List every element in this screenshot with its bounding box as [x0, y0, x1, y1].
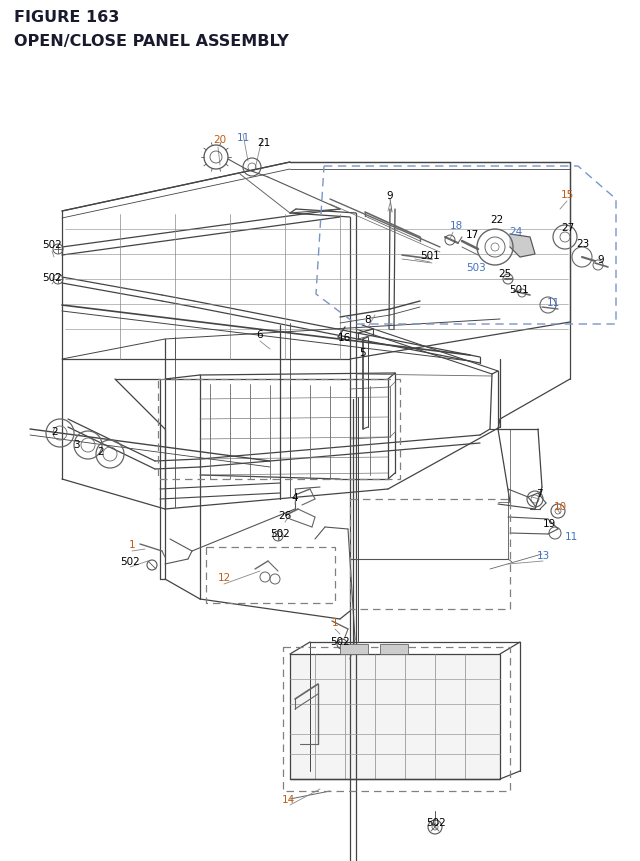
Text: 24: 24 [509, 226, 523, 237]
Bar [283, 647, 510, 791]
Text: 20: 20 [213, 135, 227, 145]
Text: 11: 11 [547, 298, 559, 307]
Text: 2: 2 [98, 447, 104, 456]
Text: 3: 3 [73, 439, 79, 449]
Text: 4: 4 [292, 492, 298, 503]
Text: 501: 501 [420, 251, 440, 261]
Text: OPEN/CLOSE PANEL ASSEMBLY: OPEN/CLOSE PANEL ASSEMBLY [14, 34, 289, 49]
Text: 503: 503 [466, 263, 486, 273]
Text: 502: 502 [120, 556, 140, 567]
Text: 19: 19 [542, 518, 556, 529]
Text: FIGURE 163: FIGURE 163 [14, 10, 120, 25]
Polygon shape [510, 235, 535, 257]
Bar [350, 499, 510, 610]
Text: 501: 501 [509, 285, 529, 294]
Text: 21: 21 [257, 138, 271, 148]
Text: 9: 9 [387, 191, 394, 201]
Text: 25: 25 [499, 269, 511, 279]
Text: 502: 502 [42, 273, 62, 282]
Text: 16: 16 [337, 332, 351, 343]
Bar [158, 380, 400, 480]
Bar [290, 654, 500, 779]
Text: 502: 502 [426, 817, 446, 827]
Text: 23: 23 [577, 238, 589, 249]
Text: 2: 2 [52, 426, 58, 437]
Text: 22: 22 [490, 214, 504, 225]
Text: 9: 9 [598, 255, 604, 264]
Text: 15: 15 [561, 189, 573, 200]
Text: 13: 13 [536, 550, 550, 561]
Text: 11: 11 [236, 133, 250, 143]
Text: 14: 14 [282, 794, 294, 804]
Text: 18: 18 [449, 220, 463, 231]
Text: 502: 502 [330, 636, 350, 647]
Text: 1: 1 [129, 539, 135, 549]
Text: 1: 1 [332, 617, 339, 628]
Text: 17: 17 [465, 230, 479, 239]
Bar [206, 548, 335, 604]
Text: 7: 7 [536, 488, 542, 499]
Text: 502: 502 [42, 239, 62, 250]
Text: 27: 27 [561, 223, 575, 232]
Text: 12: 12 [218, 573, 230, 582]
Text: 8: 8 [365, 314, 371, 325]
Text: 10: 10 [554, 501, 566, 511]
Bar [380, 644, 408, 654]
Text: 6: 6 [257, 330, 263, 339]
Text: 11: 11 [564, 531, 578, 542]
Text: 502: 502 [270, 529, 290, 538]
Bar [340, 644, 368, 654]
Text: 26: 26 [278, 511, 292, 520]
Text: 5: 5 [360, 348, 366, 357]
